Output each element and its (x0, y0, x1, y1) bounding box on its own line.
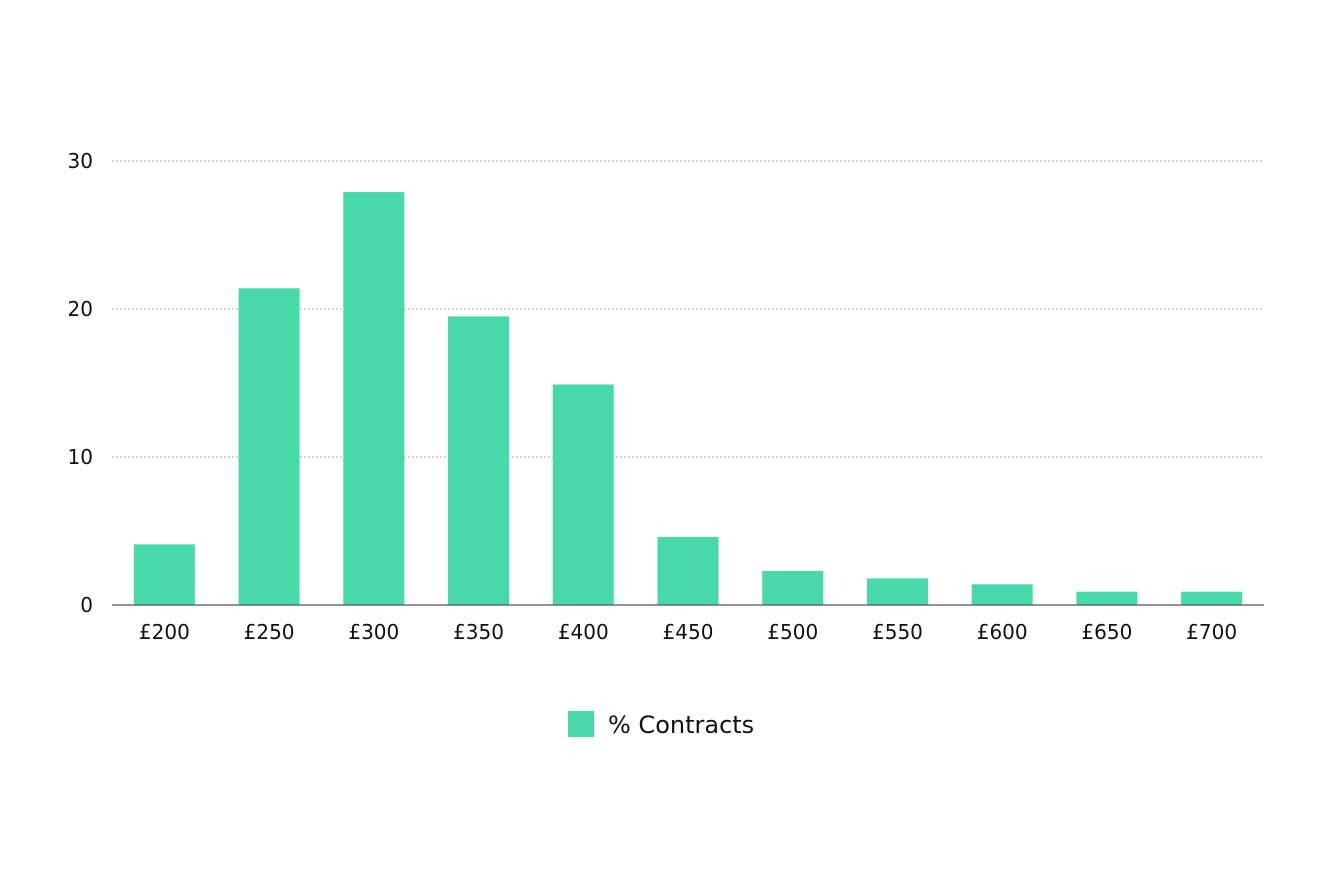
x-tick-label: £650 (1081, 620, 1132, 644)
grid-lines (112, 160, 1264, 458)
legend-label: % Contracts (608, 711, 754, 739)
x-tick-label: £250 (244, 620, 295, 644)
legend-swatch (568, 711, 594, 737)
y-axis-tick-labels: 0 10 20 30 (68, 149, 93, 617)
x-tick-label: £300 (348, 620, 399, 644)
x-tick-label: £450 (663, 620, 714, 644)
legend: % Contracts (568, 711, 754, 739)
bar (1181, 591, 1243, 605)
y-tick-label: 0 (80, 593, 93, 617)
x-tick-label: £700 (1186, 620, 1237, 644)
x-tick-label: £400 (558, 620, 609, 644)
x-tick-label: £350 (453, 620, 504, 644)
x-tick-label: £200 (139, 620, 190, 644)
bar (1076, 591, 1138, 605)
bar (238, 288, 300, 605)
bar (971, 584, 1033, 605)
x-tick-label: £600 (977, 620, 1028, 644)
bar (552, 384, 614, 605)
bar (762, 570, 824, 605)
bar (343, 192, 405, 605)
bar (448, 316, 510, 605)
y-tick-label: 10 (68, 445, 93, 469)
bar (133, 544, 195, 605)
x-tick-label: £550 (872, 620, 923, 644)
y-tick-label: 20 (68, 297, 93, 321)
x-tick-label: £500 (767, 620, 818, 644)
x-axis-tick-labels: £200 £250 £300 £350 £400 £450 £500 £550 £600 £650… (139, 620, 1237, 644)
bar (866, 578, 928, 605)
y-tick-label: 30 (68, 149, 93, 173)
bars (133, 192, 1243, 605)
bar (657, 536, 719, 605)
